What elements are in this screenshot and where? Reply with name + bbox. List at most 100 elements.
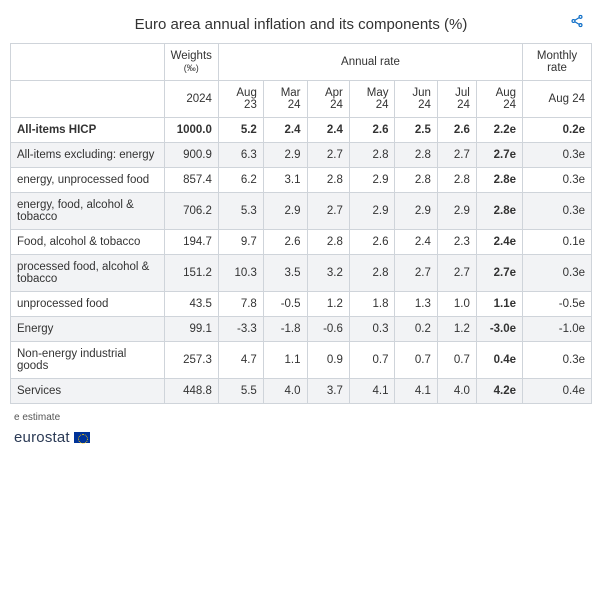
cell-weight: 900.9 xyxy=(164,143,218,168)
row-label: All-items excluding: energy xyxy=(11,143,165,168)
cell-value: -3.3 xyxy=(218,317,263,342)
table-row: unprocessed food43.57.8-0.51.21.81.31.01… xyxy=(11,292,592,317)
cell-value: -0.5 xyxy=(263,292,307,317)
row-label: processed food, alcohol & tobacco xyxy=(11,255,165,292)
row-label: unprocessed food xyxy=(11,292,165,317)
cell-weight: 151.2 xyxy=(164,255,218,292)
cell-value: 2.3 xyxy=(437,230,476,255)
cell-value: 2.4 xyxy=(307,118,349,143)
cell-value: 0.2 xyxy=(395,317,437,342)
cell-value: -0.6 xyxy=(307,317,349,342)
cell-value: 2.6 xyxy=(349,230,395,255)
cell-weight: 1000.0 xyxy=(164,118,218,143)
row-label: Non-energy industrial goods xyxy=(11,342,165,379)
share-icon[interactable] xyxy=(570,14,584,31)
cell-value: 6.3 xyxy=(218,143,263,168)
cell-weight: 857.4 xyxy=(164,168,218,193)
table-row: Services448.85.54.03.74.14.14.04.2e0.4e xyxy=(11,379,592,404)
cell-value: 2.9 xyxy=(395,193,437,230)
cell-value: 4.1 xyxy=(349,379,395,404)
col-monthly: Monthly rate xyxy=(523,44,592,81)
footnote: e estimate xyxy=(10,404,592,427)
col-period: Mar 24 xyxy=(263,81,307,118)
cell-value: 1.3 xyxy=(395,292,437,317)
cell-value: 2.9 xyxy=(349,168,395,193)
table-row: Energy99.1-3.3-1.8-0.60.30.21.2-3.0e-1.0… xyxy=(11,317,592,342)
cell-value: 0.7 xyxy=(437,342,476,379)
cell-value: 2.7 xyxy=(307,193,349,230)
cell-value: 2.8e xyxy=(476,193,522,230)
cell-value: 4.1 xyxy=(395,379,437,404)
col-blank xyxy=(11,44,165,81)
cell-value: 1.8 xyxy=(349,292,395,317)
cell-value: 4.7 xyxy=(218,342,263,379)
cell-value: 0.4e xyxy=(476,342,522,379)
cell-value: 2.8 xyxy=(395,168,437,193)
cell-value: 5.3 xyxy=(218,193,263,230)
cell-value: 2.6 xyxy=(437,118,476,143)
cell-value: -3.0e xyxy=(476,317,522,342)
cell-monthly: 0.1e xyxy=(523,230,592,255)
cell-value: 0.3 xyxy=(349,317,395,342)
logo: eurostat xyxy=(10,427,592,446)
weights-unit: (‰) xyxy=(184,63,199,73)
table-row: processed food, alcohol & tobacco151.210… xyxy=(11,255,592,292)
col-monthly-period: Aug 24 xyxy=(523,81,592,118)
cell-value: 1.2 xyxy=(307,292,349,317)
cell-value: 1.1e xyxy=(476,292,522,317)
cell-monthly: -1.0e xyxy=(523,317,592,342)
cell-value: 1.1 xyxy=(263,342,307,379)
cell-value: 10.3 xyxy=(218,255,263,292)
cell-value: 3.5 xyxy=(263,255,307,292)
eu-flag-icon xyxy=(74,432,90,443)
cell-value: 3.7 xyxy=(307,379,349,404)
cell-monthly: 0.4e xyxy=(523,379,592,404)
logo-text: eurostat xyxy=(14,429,70,446)
cell-weight: 257.3 xyxy=(164,342,218,379)
row-label: energy, unprocessed food xyxy=(11,168,165,193)
cell-value: 2.4 xyxy=(395,230,437,255)
cell-value: 2.9 xyxy=(263,143,307,168)
cell-value: 4.0 xyxy=(437,379,476,404)
cell-weight: 194.7 xyxy=(164,230,218,255)
col-weights: Weights (‰) xyxy=(164,44,218,81)
cell-value: 2.7 xyxy=(437,255,476,292)
cell-weight: 43.5 xyxy=(164,292,218,317)
cell-value: 4.0 xyxy=(263,379,307,404)
row-label: All-items HICP xyxy=(11,118,165,143)
cell-value: 2.5 xyxy=(395,118,437,143)
cell-value: 0.7 xyxy=(395,342,437,379)
cell-value: 3.1 xyxy=(263,168,307,193)
cell-value: 2.6 xyxy=(349,118,395,143)
cell-monthly: 0.3e xyxy=(523,342,592,379)
cell-monthly: 0.2e xyxy=(523,118,592,143)
cell-value: 1.2 xyxy=(437,317,476,342)
cell-value: 6.2 xyxy=(218,168,263,193)
table-row: All-items HICP1000.05.22.42.42.62.52.62.… xyxy=(11,118,592,143)
cell-value: 2.8 xyxy=(349,255,395,292)
cell-value: 0.9 xyxy=(307,342,349,379)
cell-value: -1.8 xyxy=(263,317,307,342)
cell-value: 2.7 xyxy=(437,143,476,168)
cell-value: 3.2 xyxy=(307,255,349,292)
cell-weight: 99.1 xyxy=(164,317,218,342)
cell-monthly: 0.3e xyxy=(523,255,592,292)
col-period: Aug 23 xyxy=(218,81,263,118)
cell-value: 4.2e xyxy=(476,379,522,404)
cell-value: 2.7 xyxy=(395,255,437,292)
inflation-table: Weights (‰) Annual rate Monthly rate 202… xyxy=(10,43,592,404)
table-row: Non-energy industrial goods257.34.71.10.… xyxy=(11,342,592,379)
cell-value: 2.9 xyxy=(437,193,476,230)
cell-value: 9.7 xyxy=(218,230,263,255)
page-title: Euro area annual inflation and its compo… xyxy=(135,16,468,33)
cell-value: 2.8 xyxy=(349,143,395,168)
cell-value: 2.6 xyxy=(263,230,307,255)
cell-weight: 706.2 xyxy=(164,193,218,230)
cell-value: 2.8e xyxy=(476,168,522,193)
cell-weight: 448.8 xyxy=(164,379,218,404)
col-period: Jun 24 xyxy=(395,81,437,118)
table-header: Weights (‰) Annual rate Monthly rate 202… xyxy=(11,44,592,118)
cell-value: 2.7 xyxy=(307,143,349,168)
cell-value: 2.8 xyxy=(437,168,476,193)
cell-value: 1.0 xyxy=(437,292,476,317)
